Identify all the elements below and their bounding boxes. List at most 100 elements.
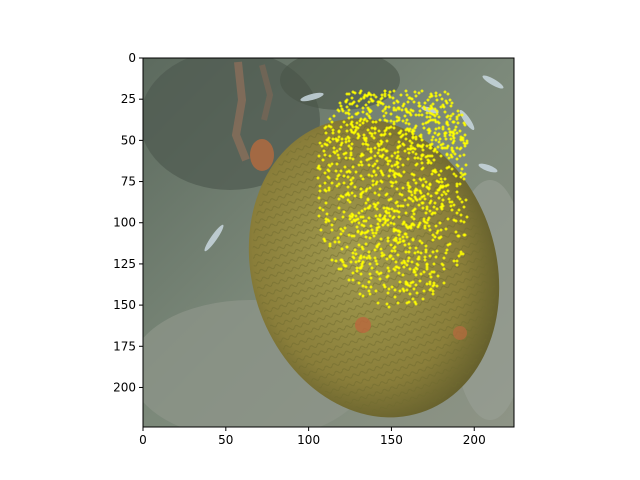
overlay-point: [376, 166, 380, 170]
overlay-point: [357, 163, 361, 167]
overlay-point: [455, 259, 459, 263]
overlay-point: [364, 219, 368, 223]
overlay-point: [379, 169, 383, 173]
overlay-point: [437, 115, 441, 119]
overlay-point: [360, 245, 364, 249]
overlay-point: [392, 106, 396, 110]
overlay-point: [374, 289, 378, 293]
overlay-point: [344, 151, 348, 155]
overlay-point: [445, 101, 449, 105]
overlay-point: [382, 206, 386, 210]
overlay-point: [324, 217, 328, 221]
overlay-point: [417, 113, 421, 117]
overlay-point: [454, 219, 458, 223]
overlay-point: [422, 270, 426, 274]
overlay-point: [397, 215, 401, 219]
overlay-point: [456, 195, 460, 199]
overlay-point: [431, 238, 435, 242]
overlay-point: [394, 180, 398, 184]
overlay-point: [384, 111, 388, 115]
overlay-point: [446, 183, 450, 187]
overlay-point: [460, 200, 464, 204]
overlay-point: [396, 301, 400, 305]
overlay-point: [374, 95, 378, 99]
overlay-point: [411, 150, 415, 154]
overlay-point: [437, 188, 441, 192]
overlay-point: [445, 248, 449, 252]
overlay-point: [418, 279, 422, 283]
overlay-point: [411, 199, 415, 203]
overlay-point: [364, 139, 368, 143]
overlay-point: [420, 145, 424, 149]
overlay-point: [337, 197, 341, 201]
overlay-point: [326, 138, 330, 142]
overlay-point: [393, 163, 397, 167]
overlay-point: [450, 148, 454, 152]
overlay-point: [377, 148, 381, 152]
overlay-point: [397, 271, 401, 275]
overlay-point: [419, 272, 423, 276]
overlay-point: [411, 280, 415, 284]
overlay-point: [335, 184, 339, 188]
overlay-point: [357, 134, 361, 138]
overlay-point: [425, 185, 429, 189]
overlay-point: [426, 128, 430, 132]
overlay-point: [399, 204, 403, 208]
overlay-point: [435, 109, 439, 113]
overlay-point: [337, 130, 341, 134]
overlay-point: [396, 150, 400, 154]
overlay-point: [384, 219, 388, 223]
overlay-point: [383, 221, 387, 225]
overlay-point: [367, 289, 371, 293]
overlay-point: [386, 274, 390, 278]
overlay-point: [330, 228, 334, 232]
overlay-point: [356, 126, 360, 130]
overlay-point: [408, 185, 412, 189]
overlay-point: [317, 214, 321, 218]
overlay-point: [352, 218, 356, 222]
overlay-point: [386, 291, 390, 295]
overlay-point: [415, 291, 419, 295]
overlay-point: [383, 94, 387, 98]
overlay-point: [440, 205, 444, 209]
overlay-point: [388, 254, 392, 258]
overlay-point: [360, 209, 364, 213]
overlay-point: [413, 207, 417, 211]
overlay-point: [418, 221, 422, 225]
overlay-point: [356, 111, 360, 115]
overlay-point: [380, 96, 384, 100]
overlay-point: [432, 205, 436, 209]
overlay-point: [428, 95, 432, 99]
overlay-point: [349, 260, 353, 264]
overlay-point: [397, 229, 401, 233]
overlay-point: [418, 197, 422, 201]
overlay-point: [422, 126, 426, 130]
overlay-point: [409, 144, 413, 148]
overlay-point: [377, 242, 381, 246]
overlay-point: [401, 142, 405, 146]
overlay-point: [448, 130, 452, 134]
overlay-point: [317, 196, 321, 200]
overlay-point: [356, 230, 360, 234]
overlay-point: [370, 174, 374, 178]
overlay-point: [361, 110, 365, 114]
overlay-point: [334, 169, 338, 173]
y-tick-label: 100: [113, 216, 136, 230]
overlay-point: [393, 249, 397, 253]
overlay-point: [350, 130, 354, 134]
overlay-point: [408, 139, 412, 143]
overlay-point: [395, 162, 399, 166]
overlay-point: [367, 114, 371, 118]
overlay-point: [434, 127, 438, 131]
overlay-point: [383, 89, 387, 93]
overlay-point: [401, 186, 405, 190]
overlay-point: [382, 147, 386, 151]
overlay-point: [437, 196, 441, 200]
overlay-point: [416, 156, 420, 160]
overlay-point: [385, 211, 389, 215]
x-tick-label: 200: [463, 433, 486, 447]
overlay-point: [428, 209, 432, 213]
overlay-point: [407, 96, 411, 100]
overlay-point: [452, 132, 456, 136]
overlay-point: [346, 185, 350, 189]
